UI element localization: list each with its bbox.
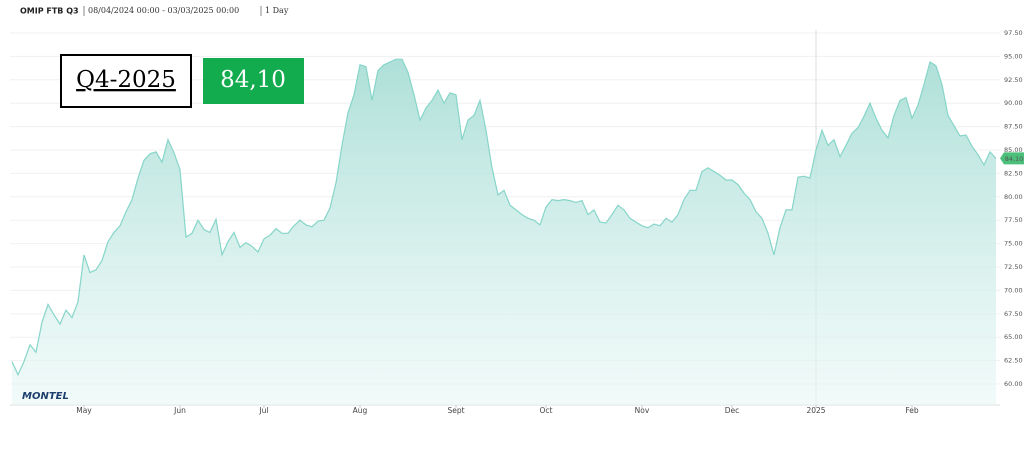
interval: 1 Day [265,6,289,15]
y-tick-label: 80.00 [1004,193,1023,201]
contract-label: Q4-2025 [76,67,176,93]
line [11,58,997,377]
last-value: 84,10 [220,67,286,93]
area [12,59,996,405]
last-value-marker [1000,152,1024,165]
last-value-marker-label: 84.10 [1005,155,1024,163]
y-tick-label: 92.50 [1004,76,1023,84]
x-tick-label: May [76,406,92,415]
y-tick-label: 97.50 [1004,29,1023,37]
y-tick-label: 82.50 [1004,169,1023,177]
last-value-box [203,58,304,104]
x-tick-label: Aug [353,406,368,415]
chart-title: OMIP FTB Q3 [20,7,79,16]
y-tick-label: 60.00 [1004,380,1023,388]
y-tick-label: 95.00 [1004,52,1023,60]
y-tick-label: 70.00 [1004,286,1023,294]
x-tick-label: Jul [258,406,268,415]
y-tick-label: 62.50 [1004,357,1023,365]
y-tick-label: 77.50 [1004,216,1023,224]
y-tick-label: 87.50 [1004,123,1023,131]
chart-subtitle: 08/04/2024 00:00 - 03/03/2025 00:00 [88,6,239,15]
y-tick-label: 67.50 [1004,310,1023,318]
y-tick-label: 90.00 [1004,99,1023,107]
x-tick-label: Oct [540,406,553,415]
plot-area: 60.00 62.50 65.00 67.50 70.00 72.50 75.00 77.50… [10,29,1024,415]
x-tick-label: 2025 [806,406,825,415]
contract-box [60,54,192,108]
x-tick-label: Dec [725,406,740,415]
logo: MONTEL [22,391,69,402]
x-tick-label: Sept [447,406,464,415]
y-tick-label: 85.00 [1004,146,1023,154]
x-tick-label: Jun [173,406,186,415]
y-tick-label: 75.00 [1004,240,1023,248]
x-tick-label: Feb [905,406,919,415]
x-tick-label: Nov [635,406,650,415]
y-tick-label: 72.50 [1004,263,1023,271]
y-tick-label: 65.00 [1004,333,1023,341]
